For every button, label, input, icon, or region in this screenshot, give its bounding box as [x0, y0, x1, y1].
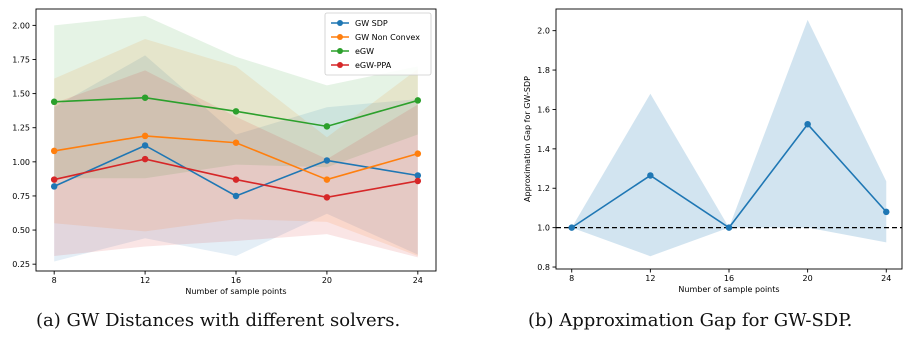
- chart1-point-0-2: [232, 192, 240, 200]
- chart1-xtick-label-0: 8: [52, 276, 57, 285]
- chart1-ytick-label-7: 2.00: [12, 21, 30, 30]
- chart1-point-2-3: [323, 123, 331, 130]
- chart1-legend-label-3: eGW-PPA: [355, 61, 392, 70]
- chart1-ytick-label-2: 0.75: [12, 192, 30, 201]
- chart2-point-0-3: [804, 120, 811, 128]
- chart1-point-0-1: [141, 142, 149, 149]
- chart1-ytick-label-1: 0.50: [12, 226, 30, 235]
- chart1-band-3: [54, 70, 418, 258]
- chart1-point-0-4: [414, 172, 422, 179]
- chart1-point-2-4: [414, 97, 422, 104]
- chart1-legend-label-0: GW SDP: [355, 19, 388, 28]
- chart1-ytick-label-3: 1.00: [12, 158, 30, 167]
- chart1-point-3-2: [232, 176, 240, 183]
- chart1-band-0: [54, 55, 418, 262]
- chart1-point-3-4: [414, 177, 422, 185]
- chart1-point-2-0: [50, 98, 58, 106]
- chart1-legend-marker-1: [337, 34, 343, 40]
- chart1-xtick-label-1: 12: [140, 276, 150, 285]
- chart1-point-2-1: [141, 94, 149, 101]
- chart2-point-0-2: [725, 224, 733, 231]
- chart1-legend-label-1: GW Non Convex: [355, 33, 420, 42]
- chart1-legend: [324, 12, 432, 76]
- chart1-ytick-label-4: 1.25: [12, 124, 30, 133]
- chart2-xtick-label-0: 8: [569, 274, 574, 283]
- chart1-legend-label-2: eGW: [355, 47, 374, 56]
- chart2-point-0-4: [883, 208, 890, 216]
- chart1-point-1-4: [414, 150, 422, 157]
- chart1-xtick-label-3: 20: [322, 276, 332, 285]
- chart1-point-0-0: [50, 183, 58, 190]
- chart2-ytick-label-1: 1.0: [537, 224, 550, 233]
- caption-b: (b) Approximation Gap for GW-SDP.: [528, 310, 853, 331]
- chart2-ytick-label-3: 1.4: [537, 145, 550, 154]
- chart2-ytick-label-6: 2.0: [537, 27, 550, 36]
- chart2-point-0-1: [647, 172, 654, 179]
- chart1-point-1-1: [141, 132, 149, 140]
- chart1-point-0-3: [323, 157, 331, 164]
- chart1-legend-marker-2: [337, 48, 343, 54]
- chart1-xtick-label-4: 24: [413, 276, 423, 285]
- caption-a: (a) GW Distances with different solvers.: [36, 310, 401, 331]
- chart2-ytick-label-4: 1.6: [537, 105, 550, 114]
- chart1-legend-marker-3: [337, 62, 343, 68]
- chart1-legend-marker-0: [337, 20, 343, 26]
- chart2-xtick-label-1: 12: [645, 274, 655, 283]
- chart1-point-1-0: [50, 147, 58, 155]
- chart2-xlabel: Number of sample points: [678, 285, 779, 294]
- chart2-ylabel: Approximation Gap for GW-SDP: [523, 76, 532, 202]
- chart2-ytick-label-5: 1.8: [537, 66, 550, 75]
- chart1-xtick-label-2: 16: [231, 276, 241, 285]
- chart-panel-a: 8 12 16 20 24 0.25 0.50 0.75 1.00 1.25 1.50 1.75 2.0…: [12, 8, 437, 296]
- chart1-point-3-0: [50, 176, 58, 183]
- chart1-xlabel: Number of sample points: [185, 287, 286, 296]
- chart1-band-1: [54, 39, 418, 256]
- chart-panel-b: 8 12 16 20 24 0.8 1.0 1.2 1.4 1.6 1.8 2.0 Number of …: [523, 8, 903, 294]
- chart1-point-2-2: [232, 108, 240, 115]
- chart2-point-0-0: [568, 224, 575, 231]
- chart2-ytick-label-0: 0.8: [537, 263, 550, 272]
- chart1-ytick-label-6: 1.75: [12, 55, 30, 64]
- chart2-xtick-label-4: 24: [881, 274, 891, 283]
- chart2-xtick-label-3: 20: [803, 274, 813, 283]
- chart1-point-3-1: [141, 155, 149, 163]
- chart2-band-0: [571, 19, 887, 257]
- chart1-point-1-3: [323, 176, 331, 183]
- chart1-ytick-label-5: 1.50: [12, 90, 30, 99]
- chart1-point-1-2: [232, 139, 240, 146]
- chart1-ytick-label-0: 0.25: [12, 260, 30, 269]
- chart1-point-3-3: [323, 194, 331, 201]
- chart2-ytick-label-2: 1.2: [537, 184, 550, 193]
- chart2-xtick-label-2: 16: [724, 274, 734, 283]
